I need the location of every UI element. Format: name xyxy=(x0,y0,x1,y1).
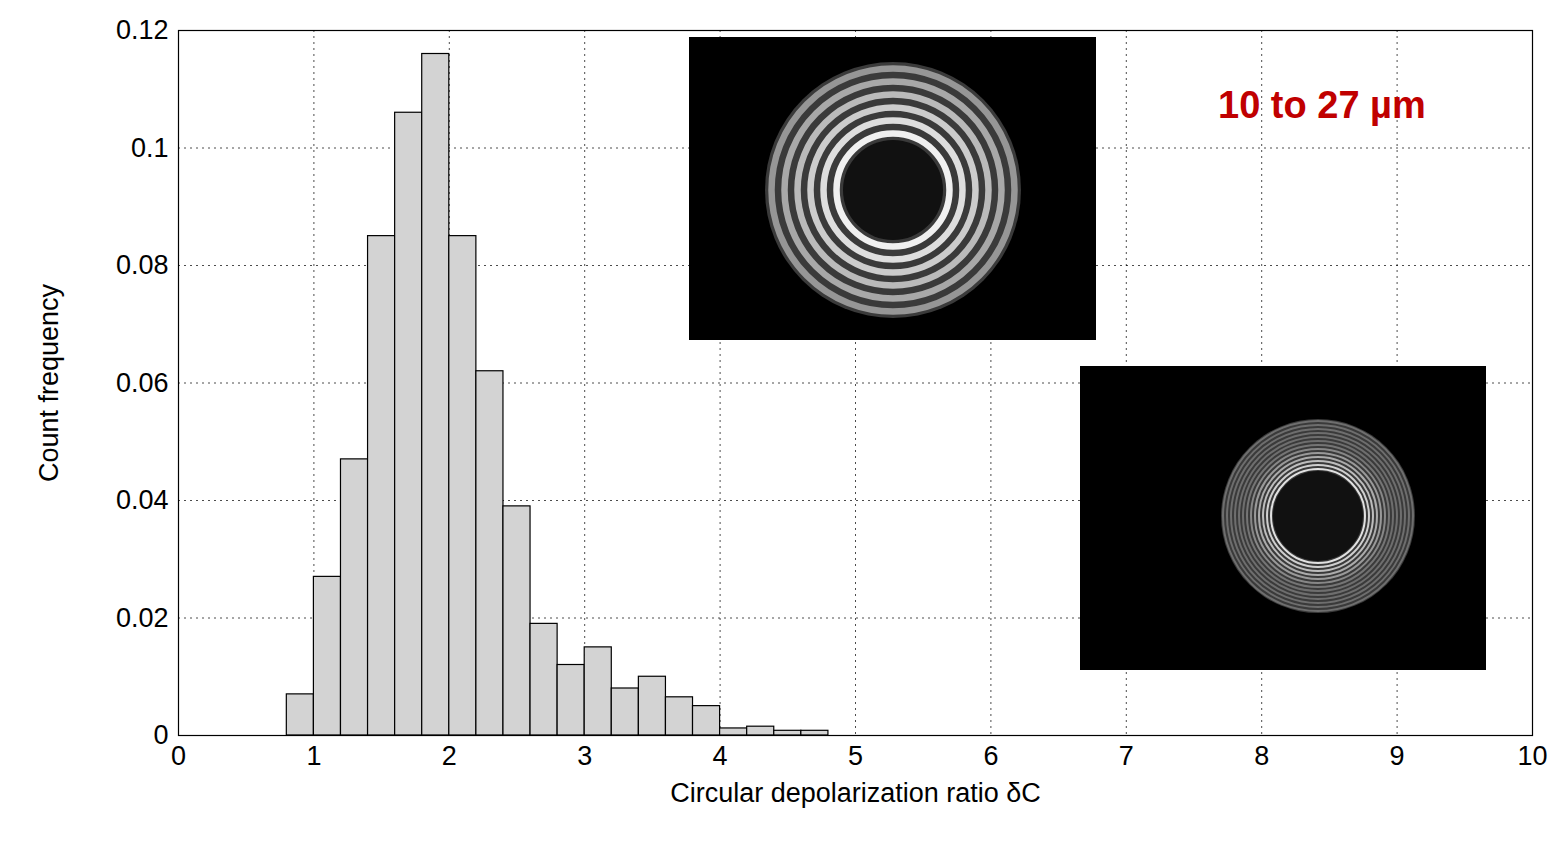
svg-text:0.08: 0.08 xyxy=(116,250,169,280)
svg-text:0.02: 0.02 xyxy=(116,603,169,633)
svg-text:0: 0 xyxy=(153,720,168,750)
svg-text:0.12: 0.12 xyxy=(116,15,169,45)
svg-text:1: 1 xyxy=(306,741,321,771)
svg-text:2: 2 xyxy=(442,741,457,771)
svg-text:6: 6 xyxy=(983,741,998,771)
svg-text:Circular depolarization ratio: Circular depolarization ratio δC xyxy=(670,778,1041,808)
svg-text:0.06: 0.06 xyxy=(116,368,169,398)
svg-text:7: 7 xyxy=(1119,741,1134,771)
svg-text:9: 9 xyxy=(1390,741,1405,771)
svg-text:5: 5 xyxy=(848,741,863,771)
svg-text:0.1: 0.1 xyxy=(131,133,169,163)
svg-text:0: 0 xyxy=(171,741,186,771)
svg-text:3: 3 xyxy=(577,741,592,771)
svg-text:10: 10 xyxy=(1517,741,1547,771)
svg-text:0.04: 0.04 xyxy=(116,485,169,515)
svg-text:8: 8 xyxy=(1254,741,1269,771)
html-text:10 to 27 µm: 10 to 27 µm xyxy=(1218,84,1426,126)
svg-text:Count frequency: Count frequency xyxy=(34,283,64,482)
svg-text:4: 4 xyxy=(713,741,728,771)
